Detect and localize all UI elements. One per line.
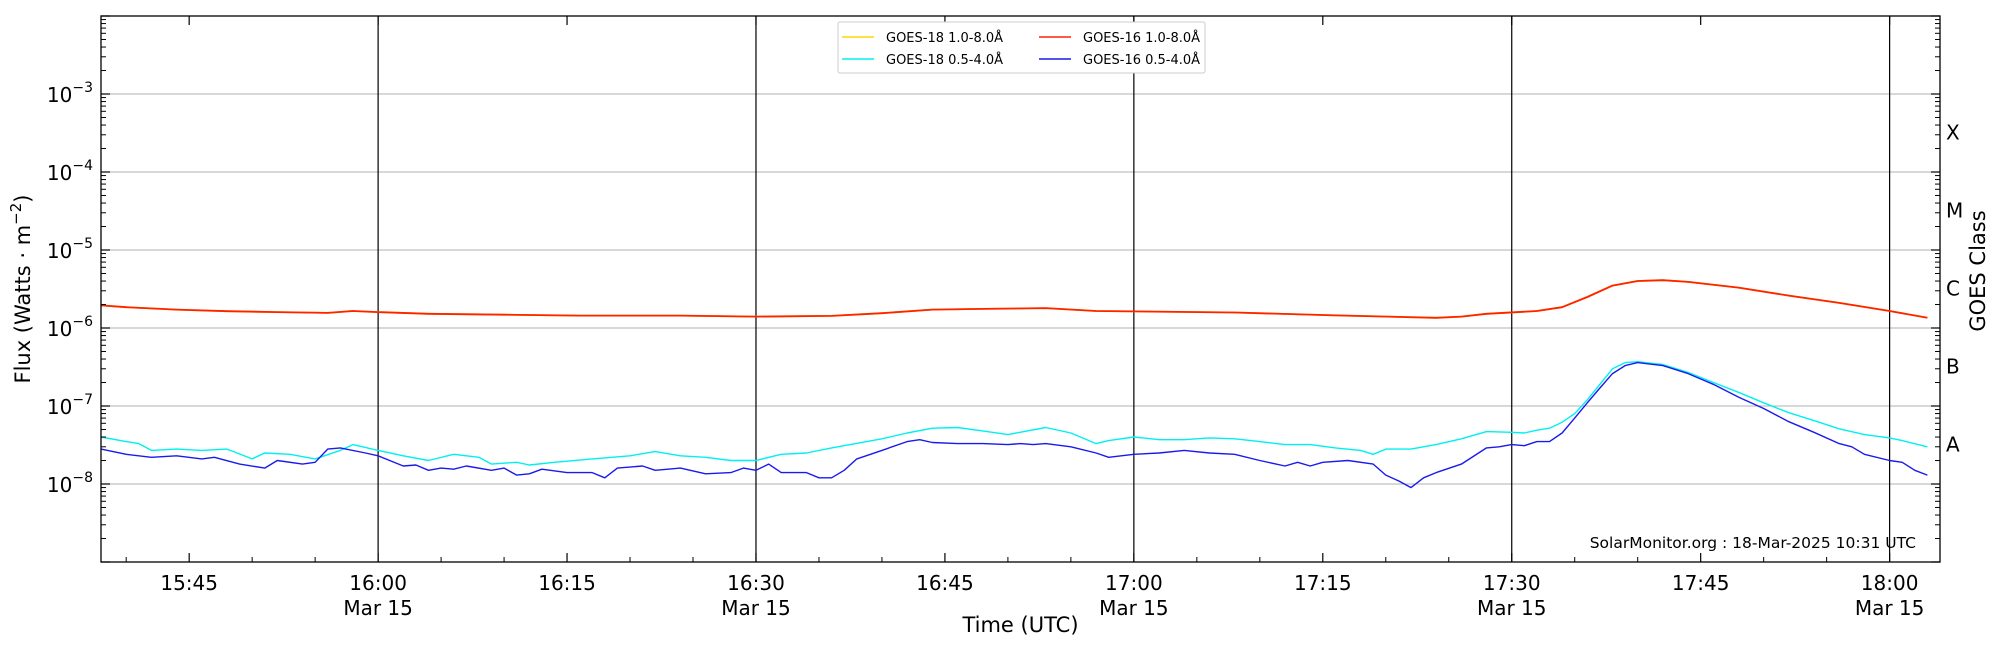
grid-lines [101,93,1940,485]
y-tick-labels: 10−3 10−4 10−5 10−6 10−7 10−8 [47,80,93,497]
y-axis-title-main: Flux (Watts · m [11,225,35,384]
y-tick-label: 10−4 [47,158,93,185]
y-axis-title-close: ) [11,194,35,202]
legend-label: GOES-18 1.0-8.0Å [886,30,1003,46]
x-tick-label: 16:00 [349,571,407,595]
goes-class-label: A [1946,433,1960,457]
x-axis-title: Time (UTC) [961,613,1078,637]
legend-label: GOES-16 1.0-8.0Å [1083,30,1200,46]
y-tick-label: 10−3 [47,80,93,107]
y-axis-title: Flux (Watts · m−2) [7,194,35,383]
y-tick-label: 10−6 [47,314,93,341]
x-tick-label: 17:15 [1294,571,1352,595]
legend-label: GOES-16 0.5-4.0Å [1083,52,1200,68]
x-tick-label: 17:00 [1105,571,1163,595]
x-tick-date-label: Mar 15 [1855,596,1925,620]
x-tick-date-label: Mar 15 [1099,596,1169,620]
x-tick-label: 15:45 [160,571,218,595]
x-tick-label: 18:00 [1861,571,1919,595]
goes-class-label: M [1946,199,1963,223]
series-lines [100,279,1928,489]
goes-class-label: C [1946,277,1960,301]
goes-class-label: X [1946,121,1960,145]
legend-label: GOES-18 0.5-4.0Å [886,52,1003,68]
x-tick-label: 17:45 [1672,571,1730,595]
x-tick-label: 16:15 [538,571,596,595]
goes-class-label: B [1946,355,1960,379]
x-tick-date-label: Mar 15 [721,596,791,620]
legend: GOES-18 1.0-8.0Å GOES-18 0.5-4.0Å GOES-16 … [837,21,1206,74]
x-tick-date-label: Mar 15 [343,596,413,620]
series-line-3 [100,361,1928,489]
x-tick-date-label: Mar 15 [1477,596,1547,620]
goes-class-axis-title: GOES Class [1966,210,1990,331]
day-marker-lines [377,16,1891,562]
legend-box [837,21,1206,74]
goes-class-labels: X M C B A [1946,121,1963,457]
x-tick-label: 16:30 [727,571,785,595]
y-tick-label: 10−7 [47,392,93,419]
credit-text: SolarMonitor.org : 18-Mar-2025 10:31 UTC [1590,534,1916,552]
y-tick-label: 10−5 [47,236,93,263]
plot-frame [100,15,1941,563]
x-tick-label: 16:45 [916,571,974,595]
axis-ticks [101,15,1940,563]
y-tick-label: 10−8 [47,470,93,497]
x-tick-label: 17:30 [1483,571,1541,595]
series-line-1 [100,279,1928,319]
y-axis-title-exponent: −2 [7,203,25,225]
series-line-2 [100,361,1928,466]
